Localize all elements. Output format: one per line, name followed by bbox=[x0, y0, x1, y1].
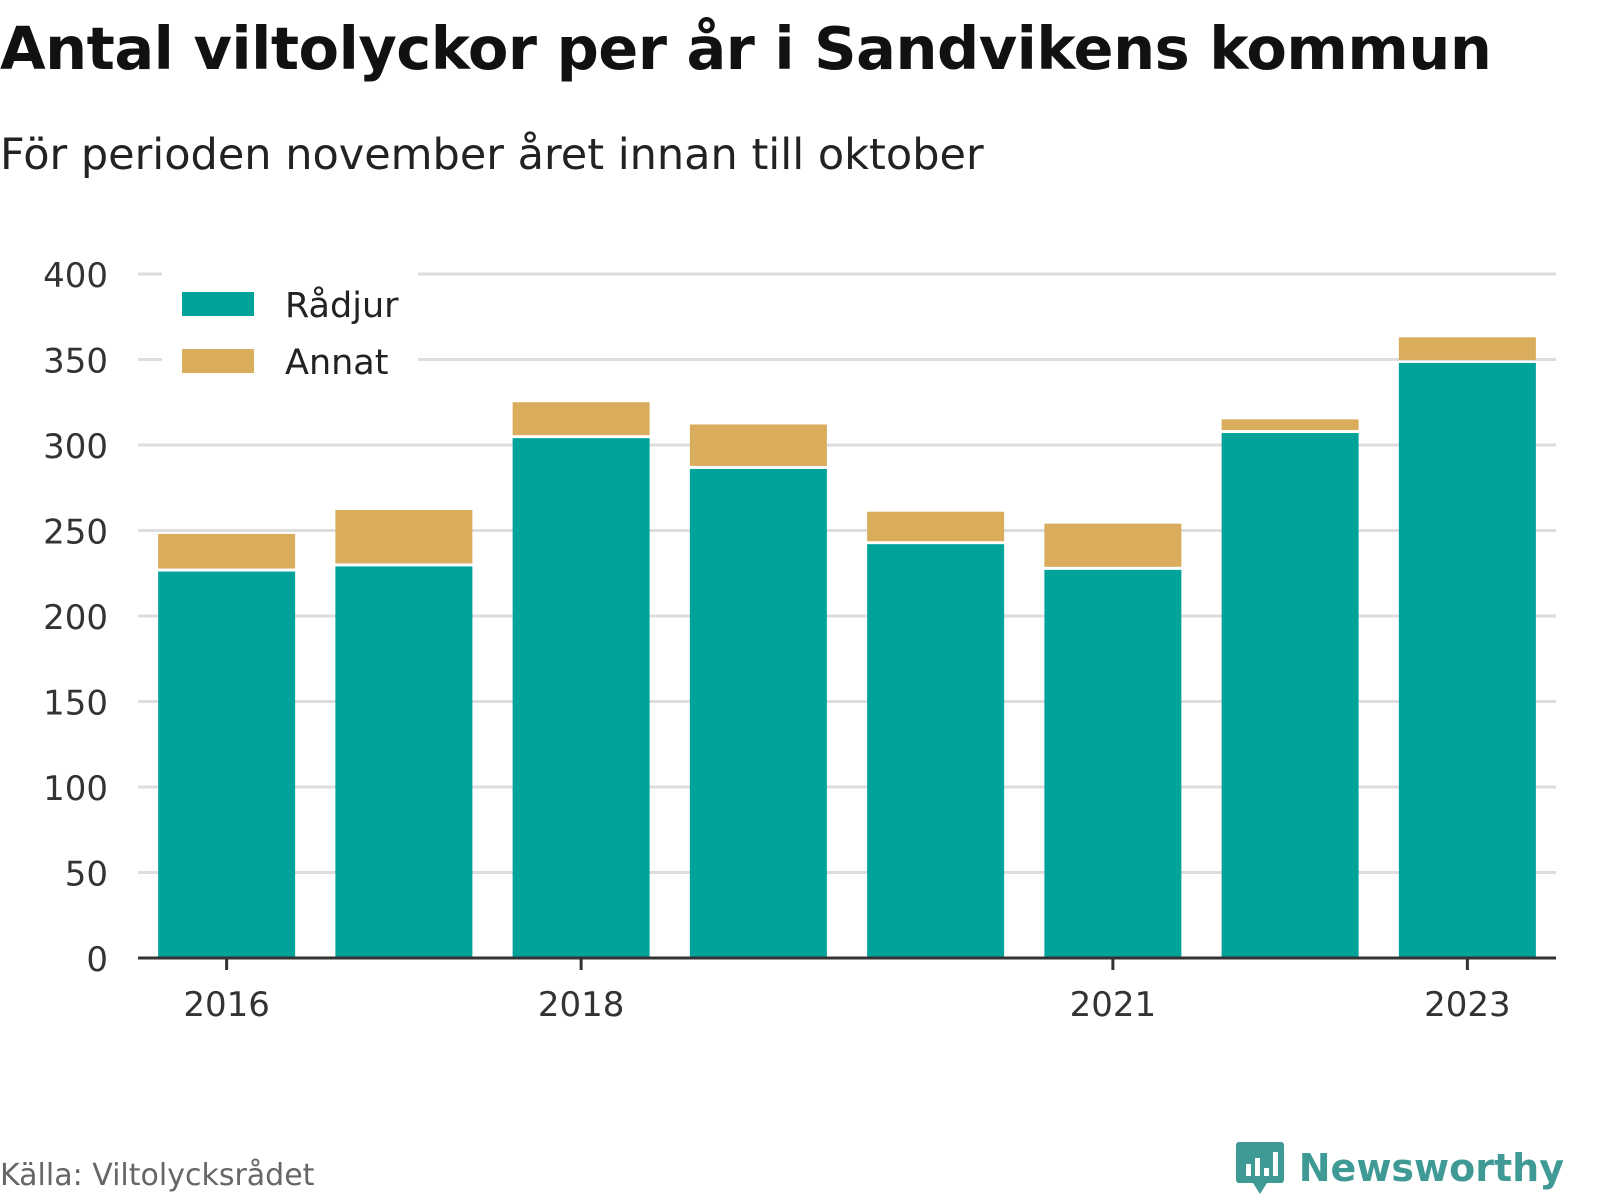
y-tick-label: 50 bbox=[65, 855, 108, 895]
bar-r-djur-2019 bbox=[689, 468, 827, 958]
bar-annat-2021 bbox=[1044, 523, 1182, 567]
bar-annat-2023 bbox=[1398, 337, 1536, 360]
legend-swatch bbox=[182, 292, 254, 316]
y-tick-label: 200 bbox=[43, 598, 108, 638]
bar-annat-2019 bbox=[689, 424, 827, 466]
bar-annat-2016 bbox=[158, 533, 296, 569]
y-tick-label: 400 bbox=[43, 256, 108, 296]
x-tick-label: 2016 bbox=[183, 985, 270, 1025]
legend-swatch bbox=[182, 349, 254, 373]
bar-chart-speech-bubble-icon bbox=[1235, 1142, 1284, 1194]
bar-r-djur-2023 bbox=[1398, 362, 1536, 958]
y-axis-ticks: 0 50 100 150 200 250 300 350 400 bbox=[43, 256, 108, 980]
chart-subtitle: För perioden november året innan till ok… bbox=[0, 130, 984, 180]
y-tick-label: 350 bbox=[43, 342, 108, 382]
y-tick-label: 250 bbox=[43, 513, 108, 553]
legend-label: Rådjur bbox=[285, 285, 399, 326]
bar-r-djur-2016 bbox=[158, 571, 296, 958]
source-note: Källa: Viltolycksrådet bbox=[0, 1158, 315, 1193]
x-axis: 2016 2018 2021 2023 bbox=[138, 956, 1556, 1025]
legend: Rådjur Annat bbox=[162, 262, 418, 384]
x-tick-label: 2018 bbox=[538, 985, 625, 1025]
x-tick-label: 2023 bbox=[1424, 985, 1511, 1025]
bar-r-djur-2017 bbox=[335, 566, 473, 958]
x-tick-label: 2021 bbox=[1070, 985, 1157, 1025]
y-tick-label: 100 bbox=[43, 769, 108, 809]
brand-name: Newsworthy bbox=[1298, 1146, 1564, 1190]
bar-r-djur-2021 bbox=[1044, 569, 1182, 958]
bar-r-djur-2018 bbox=[512, 438, 650, 958]
bar-annat-2018 bbox=[512, 402, 650, 436]
legend-label: Annat bbox=[285, 343, 388, 383]
y-tick-label: 0 bbox=[86, 940, 108, 980]
bars bbox=[158, 337, 1536, 958]
brand-logo: Newsworthy bbox=[1235, 1140, 1564, 1196]
stacked-bar-chart: 0 50 100 150 200 250 300 350 400 2016 2018 2021 202… bbox=[43, 256, 1556, 1025]
chart-title: Antal viltolyckor per år i Sandvikens ko… bbox=[0, 14, 1492, 83]
bar-r-djur-2020 bbox=[867, 544, 1005, 958]
bar-annat-2017 bbox=[335, 509, 473, 564]
y-tick-label: 150 bbox=[43, 684, 108, 724]
bar-annat-2022 bbox=[1221, 419, 1359, 431]
bar-r-djur-2022 bbox=[1221, 433, 1359, 958]
y-tick-label: 300 bbox=[43, 427, 108, 467]
bar-annat-2020 bbox=[867, 511, 1005, 542]
